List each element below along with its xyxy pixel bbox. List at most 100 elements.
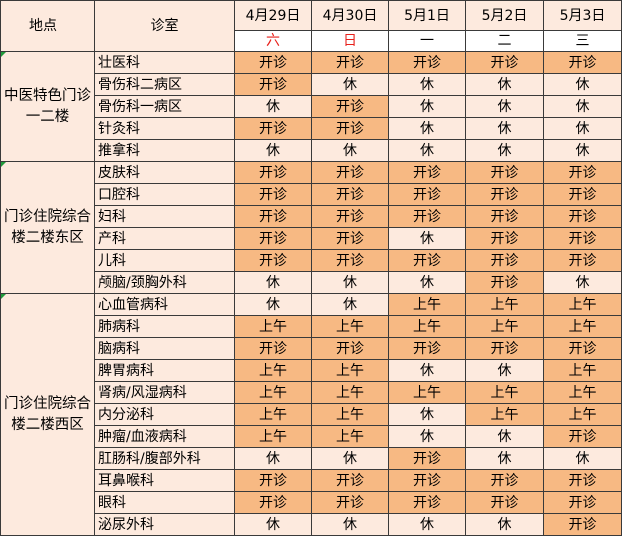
schedule-cell: 开诊 xyxy=(388,51,466,74)
date-header: 5月1日 xyxy=(388,0,466,31)
schedule-cell: 休 xyxy=(388,95,466,118)
department-cell: 妇科 xyxy=(94,205,235,228)
schedule-cell: 开诊 xyxy=(465,183,544,206)
schedule-cell: 开诊 xyxy=(388,249,466,272)
schedule-cell: 开诊 xyxy=(465,51,544,74)
schedule-cell: 开诊 xyxy=(465,491,544,514)
date-header: 5月3日 xyxy=(543,0,622,31)
schedule-cell: 开诊 xyxy=(388,491,466,514)
schedule-cell: 休 xyxy=(234,139,312,162)
schedule-cell: 休 xyxy=(465,73,544,96)
schedule-cell: 开诊 xyxy=(234,183,312,206)
schedule-cell: 开诊 xyxy=(311,95,389,118)
department-cell: 肺病科 xyxy=(94,315,235,338)
department-cell: 肾病/风湿病科 xyxy=(94,381,235,404)
schedule-cell: 开诊 xyxy=(543,161,622,184)
schedule-cell: 休 xyxy=(543,95,622,118)
department-cell: 壮医科 xyxy=(94,51,235,74)
table-row: 儿科 开诊 开诊 开诊 开诊 开诊 xyxy=(1,249,622,272)
schedule-cell: 休 xyxy=(311,447,389,470)
schedule-cell: 上午 xyxy=(388,315,466,338)
schedule-cell: 开诊 xyxy=(311,161,389,184)
schedule-cell: 上午 xyxy=(543,315,622,338)
schedule-cell: 上午 xyxy=(311,403,389,426)
schedule-cell: 开诊 xyxy=(388,337,466,360)
schedule-cell: 休 xyxy=(388,359,466,382)
schedule-cell: 休 xyxy=(465,117,544,140)
schedule-cell: 上午 xyxy=(543,359,622,382)
table-row: 口腔科 开诊 开诊 开诊 开诊 开诊 xyxy=(1,183,622,206)
schedule-cell: 休 xyxy=(388,117,466,140)
department-cell: 骨伤科一病区 xyxy=(94,95,235,118)
schedule-cell: 上午 xyxy=(311,315,389,338)
schedule-cell: 开诊 xyxy=(465,161,544,184)
schedule-cell: 休 xyxy=(543,139,622,162)
department-cell: 眼科 xyxy=(94,491,235,514)
table-row: 门诊住院综合楼二楼西区 心血管病科休休上午 上午 上午 xyxy=(0,293,622,536)
schedule-cell: 开诊 xyxy=(388,205,466,228)
schedule-cell: 上午 xyxy=(234,381,312,404)
schedule-cell: 休 xyxy=(465,447,544,470)
department-cell: 肿瘤/血液病科 xyxy=(94,425,235,448)
department-cell: 推拿科 xyxy=(94,139,235,162)
schedule-cell: 休 xyxy=(543,117,622,140)
schedule-cell: 上午 xyxy=(311,359,389,382)
schedule-cell: 开诊 xyxy=(234,337,312,360)
schedule-cell: 开诊 xyxy=(311,117,389,140)
schedule-cell: 开诊 xyxy=(543,205,622,228)
department-header: 诊室 xyxy=(94,0,235,52)
schedule-cell: 休 xyxy=(465,95,544,118)
table-row: 针灸科 开诊 开诊休休休 xyxy=(1,117,622,140)
schedule-cell: 开诊 xyxy=(543,249,622,272)
date-header: 4月29日 xyxy=(234,0,312,31)
weekday-cell: 一 xyxy=(388,30,466,52)
table-row: 推拿科休休休休休 xyxy=(1,139,622,162)
schedule-cell: 休 xyxy=(465,359,544,382)
table-row: 泌尿外科休休休休开诊 xyxy=(1,513,622,536)
schedule-cell: 开诊 xyxy=(465,469,544,492)
table-row: 门诊住院综合楼二楼东区 皮肤科 开诊 开诊 开诊 开诊 开诊 xyxy=(0,161,622,294)
schedule-cell: 上午 xyxy=(388,381,466,404)
schedule-cell: 开诊 xyxy=(234,227,312,250)
schedule-cell: 开诊 xyxy=(543,491,622,514)
location-cell: 中医特色门诊一二楼 xyxy=(0,51,95,162)
department-cell: 针灸科 xyxy=(94,117,235,140)
schedule-cell: 上午 xyxy=(234,315,312,338)
schedule-cell: 上午 xyxy=(234,359,312,382)
department-cell: 儿科 xyxy=(94,249,235,272)
table-row: 颅脑/颈胸外科休休休开诊休 xyxy=(1,271,622,294)
schedule-cell: 开诊 xyxy=(388,183,466,206)
schedule-cell: 休 xyxy=(388,139,466,162)
department-cell: 耳鼻喉科 xyxy=(94,469,235,492)
schedule-cell: 休 xyxy=(543,73,622,96)
schedule-cell: 休 xyxy=(311,293,389,316)
table-row: 肛肠科/腹部外科休休开诊休休 xyxy=(1,447,622,470)
schedule-cell: 开诊 xyxy=(543,469,622,492)
schedule-cell: 上午 xyxy=(465,293,544,316)
table-row: 脾胃病科 上午 上午休休上午 xyxy=(1,359,622,382)
schedule-cell: 开诊 xyxy=(311,491,389,514)
department-cell: 骨伤科二病区 xyxy=(94,73,235,96)
schedule-cell: 开诊 xyxy=(311,183,389,206)
table-row: 骨伤科一病区休开诊休休休 xyxy=(1,95,622,118)
date-header: 5月2日 xyxy=(465,0,544,31)
schedule-cell: 休 xyxy=(465,425,544,448)
schedule-cell: 开诊 xyxy=(311,249,389,272)
location-cell: 门诊住院综合楼二楼东区 xyxy=(0,161,95,294)
schedule-cell: 开诊 xyxy=(311,51,389,74)
schedule-cell: 休 xyxy=(234,271,312,294)
schedule-cell: 休 xyxy=(234,447,312,470)
schedule-cell: 休 xyxy=(388,425,466,448)
table-row: 产科 开诊 开诊休开诊 开诊 xyxy=(1,227,622,250)
schedule-cell: 休 xyxy=(311,139,389,162)
weekday-cell: 三 xyxy=(543,30,622,52)
schedule-cell: 休 xyxy=(543,271,622,294)
schedule-cell: 休 xyxy=(234,95,312,118)
schedule-cell: 开诊 xyxy=(234,205,312,228)
schedule-cell: 上午 xyxy=(543,381,622,404)
schedule-cell: 开诊 xyxy=(543,513,622,536)
location-header: 地点 xyxy=(0,0,95,52)
schedule-cell: 休 xyxy=(311,271,389,294)
schedule-cell: 开诊 xyxy=(465,205,544,228)
schedule-cell: 开诊 xyxy=(543,227,622,250)
